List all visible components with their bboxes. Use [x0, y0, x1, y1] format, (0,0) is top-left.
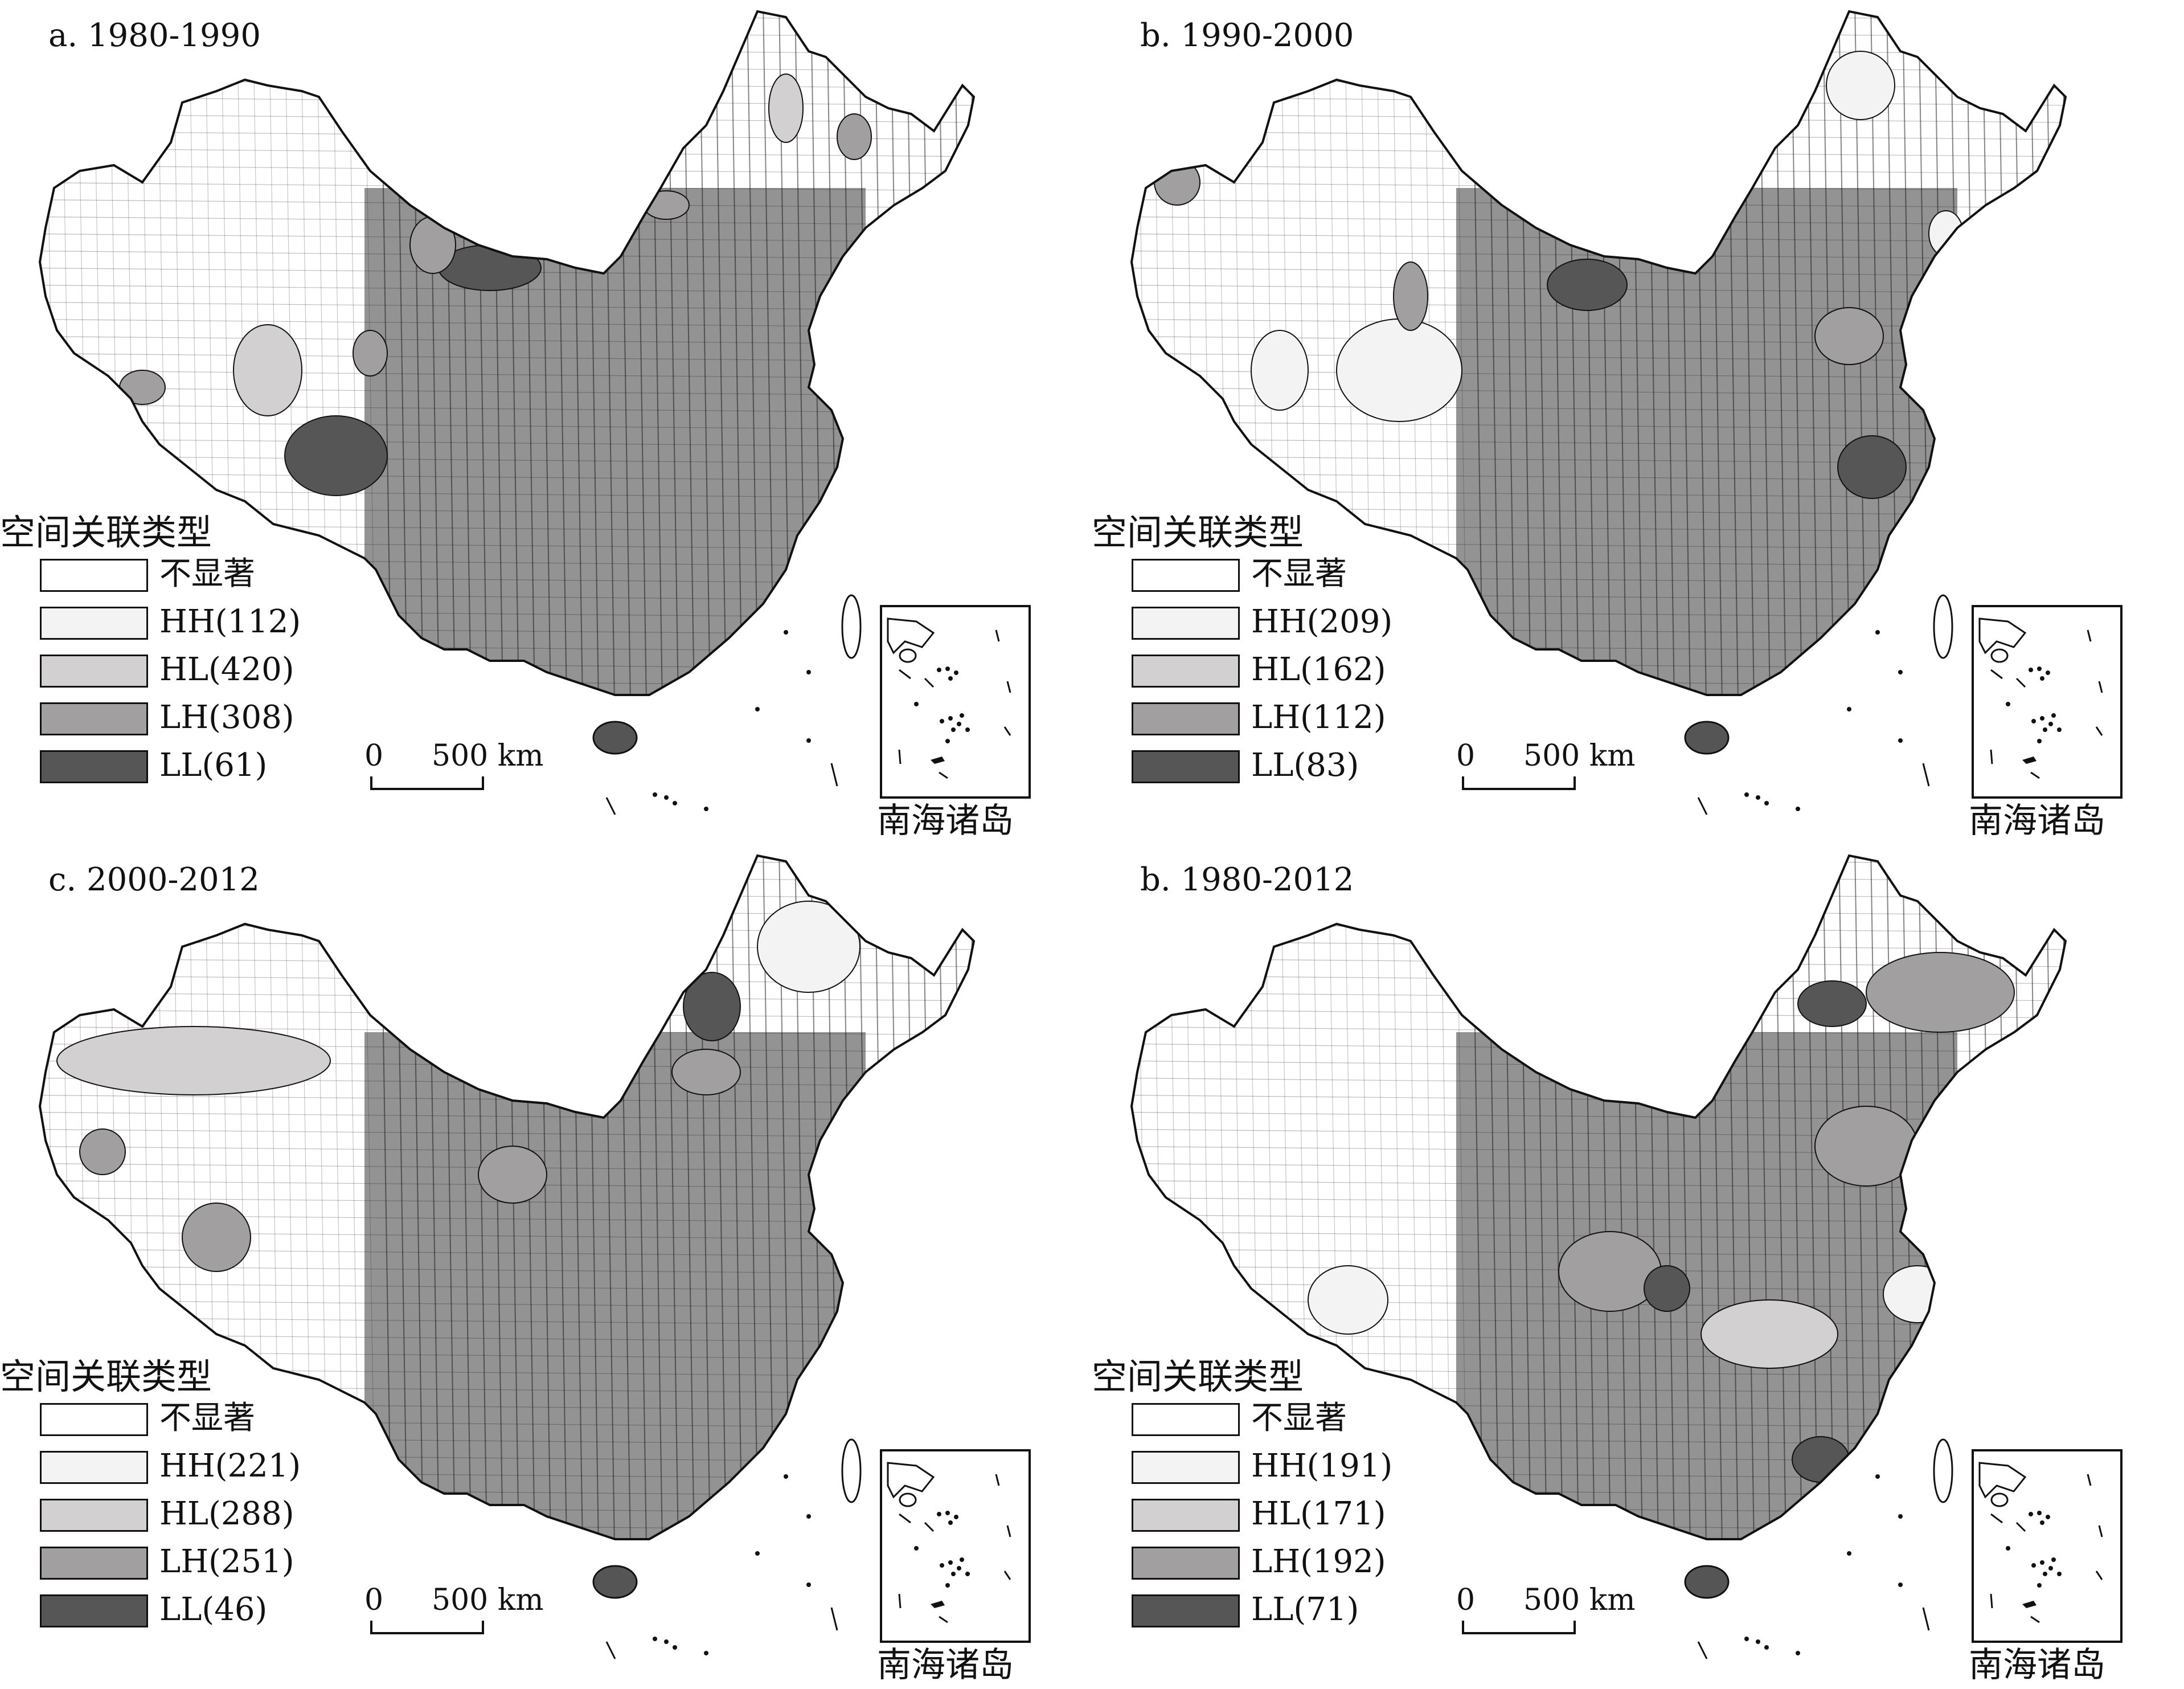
inset-label: 南海诸岛 — [1969, 801, 2105, 841]
legend-item-hl: HL(171) — [1132, 1495, 1394, 1532]
inset-label: 南海诸岛 — [877, 801, 1014, 841]
legend-title: 空间关联类型 — [1092, 1356, 1304, 1397]
legend-item-hh: HH(112) — [40, 603, 302, 640]
legend-item-lh: LH(251) — [40, 1543, 302, 1580]
map-panel-1980-2012: b. 1980-2012 空间关联类型 不显著 HH(191) HL(171) … — [1092, 844, 2183, 1688]
inset-label: 南海诸岛 — [877, 1645, 1014, 1685]
legend-item-ll: LL(83) — [1132, 747, 1394, 784]
legend-item-hl: HL(288) — [40, 1495, 302, 1532]
legend-item-not-significant: 不显著 — [40, 555, 302, 592]
legend-item-not-significant: 不显著 — [40, 1400, 302, 1437]
south-china-sea-inset — [1972, 605, 2122, 799]
panel-title: a. 1980-1990 — [48, 17, 261, 54]
county-map — [1130, 10, 2067, 815]
map-panel-2000-2012: c. 2000-2012 空间关联类型 不显著 HH(221) HL(288) … — [0, 844, 1092, 1688]
south-china-sea-inset — [880, 605, 1031, 799]
inset-label: 南海诸岛 — [1969, 1645, 2105, 1685]
county-map — [38, 854, 976, 1659]
legend-item-ll: LL(61) — [40, 747, 302, 784]
south-china-sea-inset — [1972, 1449, 2122, 1643]
legend-item-lh: LH(192) — [1132, 1543, 1394, 1580]
legend-item-hh: HH(191) — [1132, 1447, 1394, 1484]
legend-item-not-significant: 不显著 — [1132, 555, 1394, 592]
scale-bar: 0 500 km — [364, 1582, 552, 1645]
scale-bar: 0 500 km — [364, 738, 552, 800]
legend-title: 空间关联类型 — [0, 512, 212, 553]
legend-title: 空间关联类型 — [1092, 512, 1304, 553]
legend-item-hl: HL(162) — [1132, 651, 1394, 688]
legend-item-lh: LH(308) — [40, 699, 302, 736]
county-map — [38, 10, 976, 815]
scale-bar: 0 500 km — [1456, 738, 1644, 800]
county-map — [1130, 854, 2067, 1659]
legend-item-not-significant: 不显著 — [1132, 1400, 1394, 1437]
map-panel-1990-2000: b. 1990-2000 空间关联类型 不显著 HH(209) HL(162) … — [1092, 0, 2183, 844]
legend-item-hl: HL(420) — [40, 651, 302, 688]
legend-item-ll: LL(71) — [1132, 1591, 1394, 1628]
south-china-sea-inset — [880, 1449, 1031, 1643]
map-panel-1980-1990: a. 1980-1990 空间关联类型 不显著 HH(112) HL(420) … — [0, 0, 1092, 844]
panel-title: b. 1990-2000 — [1140, 17, 1354, 54]
legend-title: 空间关联类型 — [0, 1356, 212, 1397]
scale-bar: 0 500 km — [1456, 1582, 1644, 1645]
legend-item-ll: LL(46) — [40, 1591, 302, 1628]
panel-title: c. 2000-2012 — [48, 861, 260, 898]
legend-item-lh: LH(112) — [1132, 699, 1394, 736]
legend-item-hh: HH(209) — [1132, 603, 1394, 640]
legend-item-hh: HH(221) — [40, 1447, 302, 1484]
panel-title: b. 1980-2012 — [1140, 861, 1354, 898]
